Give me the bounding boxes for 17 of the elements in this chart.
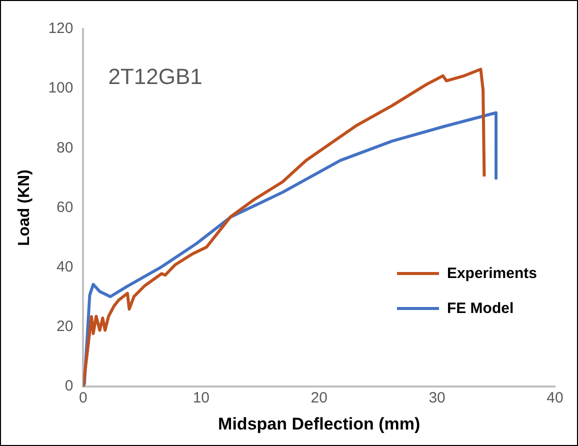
x-tick-label: 30 <box>428 390 446 407</box>
y-tick-label: 120 <box>48 20 74 38</box>
x-tick-label: 40 <box>546 390 564 407</box>
x-tick-label: 0 <box>79 390 88 407</box>
y-tick-label: 40 <box>56 258 74 276</box>
y-tick-label: 80 <box>56 139 74 156</box>
legend-label: FE Model <box>446 300 514 317</box>
legend-label: Experiments <box>446 265 537 282</box>
x-tick-label: 10 <box>192 390 210 407</box>
annotation: 2T12GB1 <box>108 64 202 90</box>
x-tick-label: 20 <box>310 390 328 407</box>
x-axis-title: Midspan Deflection (mm) <box>218 414 420 434</box>
y-axis-title: Load (KN) <box>16 170 34 246</box>
y-tick-label: 20 <box>56 318 74 336</box>
y-tick-label: 60 <box>56 198 74 216</box>
y-tick-label: 100 <box>48 80 74 97</box>
y-tick-label: 0 <box>64 378 74 395</box>
